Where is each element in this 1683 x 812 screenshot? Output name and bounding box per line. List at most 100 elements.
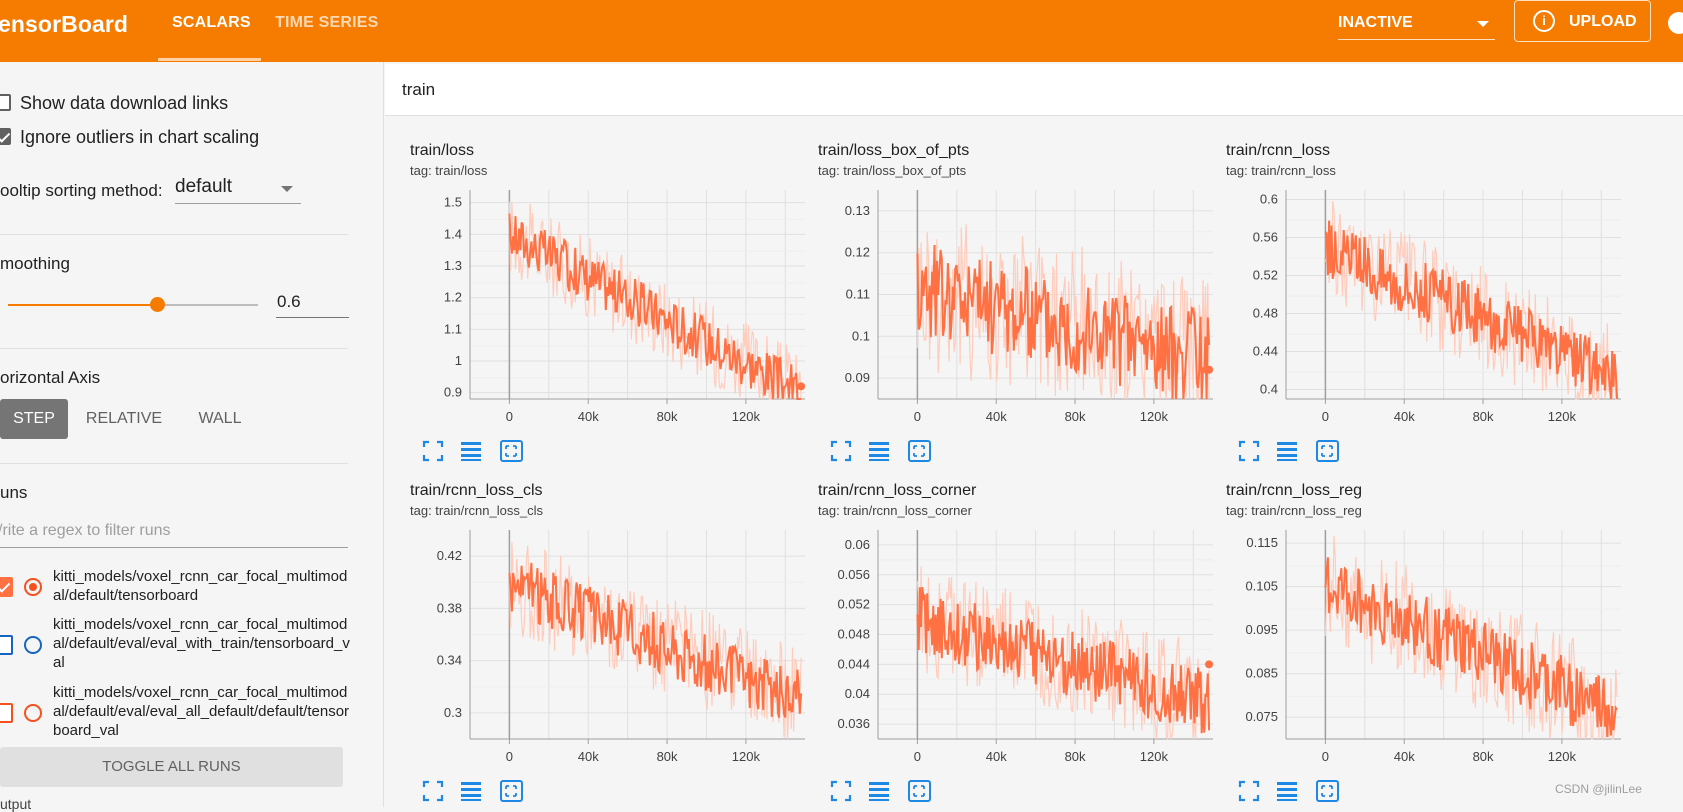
chart-plot[interactable]: 0.42 0.38 0.34 0.3 0 40k 80k 120k (410, 527, 810, 765)
chart-title: train/rcnn_loss (1226, 142, 1331, 159)
series-smoothed-line (1324, 220, 1619, 400)
chart-tag: tag: train/loss_box_of_pts (818, 163, 967, 178)
ignore-outliers-checkbox[interactable] (0, 128, 11, 145)
chart-plot[interactable]: 0.115 0.105 0.095 0.085 0.075 0 40k 80k 120k (1226, 527, 1626, 765)
chart-plot[interactable]: 0.06 0.056 0.052 0.048 0.044 0.04 0.036 0 40k 80k… (818, 527, 1218, 765)
run-checkbox[interactable] (0, 635, 13, 655)
list-icon[interactable] (1274, 779, 1300, 803)
x-tick-label: 80k (1065, 409, 1086, 424)
fit-domain-icon[interactable] (1314, 779, 1340, 803)
runs-filter-input[interactable]: /rite a regex to filter runs (0, 518, 348, 548)
run-color-radio[interactable] (24, 704, 42, 722)
plugin-select-dropdown[interactable]: INACTIVE (1338, 12, 1495, 40)
y-tick-label: 0.9 (444, 385, 462, 400)
x-tick-label: 120k (1548, 409, 1577, 424)
list-icon[interactable] (1274, 439, 1300, 463)
list-icon[interactable] (458, 779, 484, 803)
run-color-radio[interactable] (24, 578, 42, 596)
y-tick-label: 0.075 (1245, 709, 1278, 724)
x-tick-label: 120k (732, 749, 761, 764)
fullscreen-icon[interactable] (1236, 779, 1262, 803)
divider (0, 463, 348, 464)
chart-toolbar (828, 439, 948, 465)
chart-toolbar (1236, 439, 1356, 465)
x-tick-label: 80k (1473, 749, 1494, 764)
chart-toolbar (420, 779, 540, 805)
fullscreen-icon[interactable] (420, 779, 446, 803)
run-label: kitti_models/voxel_rcnn_car_focal_multim… (53, 616, 350, 671)
smoothing-input[interactable]: 0.6 (276, 284, 349, 318)
y-tick-label: 0.13 (845, 203, 870, 218)
series-smoothed-line (1324, 557, 1618, 737)
fit-domain-icon[interactable] (498, 439, 524, 463)
horizontal-axis-title: orizontal Axis (0, 368, 101, 387)
axis-relative-button[interactable]: RELATIVE (85, 410, 163, 427)
y-tick-label: 0.1 (852, 328, 870, 343)
watermark-credit: CSDN @jilinLee (1555, 782, 1642, 796)
chart-toolbar (1236, 779, 1356, 805)
chart-plot[interactable]: 0.13 0.12 0.11 0.1 0.09 0 40k 80k 120k (818, 187, 1218, 425)
gear-icon[interactable] (1668, 12, 1683, 34)
tag-group-title: train (402, 80, 436, 99)
tooltip-sorting-label: ooltip sorting method: (0, 181, 163, 200)
active-tab-indicator (158, 58, 261, 61)
sidebar: Show data download links Ignore outliers… (0, 62, 384, 812)
chart-title: train/rcnn_loss_corner (818, 482, 977, 499)
list-icon[interactable] (866, 779, 892, 803)
show-download-links-checkbox[interactable] (0, 94, 11, 111)
x-tick-label: 0 (506, 749, 513, 764)
upload-button[interactable]: i UPLOAD (1514, 0, 1651, 42)
y-tick-label: 1.1 (444, 321, 462, 336)
list-icon[interactable] (866, 439, 892, 463)
run-color-radio[interactable] (24, 636, 42, 654)
run-checkbox[interactable] (0, 703, 13, 723)
y-tick-label: 0.48 (1253, 306, 1278, 321)
series-raw-line (1324, 200, 1618, 400)
runs-filter-placeholder: /rite a regex to filter runs (0, 522, 171, 539)
list-icon[interactable] (458, 439, 484, 463)
axis-wall-button[interactable]: WALL (198, 410, 242, 427)
chart-title: train/rcnn_loss_reg (1226, 482, 1363, 499)
y-tick-label: 0.12 (845, 245, 870, 260)
upload-label: UPLOAD (1569, 13, 1637, 30)
fullscreen-icon[interactable] (828, 779, 854, 803)
fullscreen-icon[interactable] (828, 439, 854, 463)
toggle-all-runs-button[interactable]: TOGGLE ALL RUNS (0, 747, 343, 787)
fit-domain-icon[interactable] (906, 439, 932, 463)
x-tick-label: 0 (506, 409, 513, 424)
fullscreen-icon[interactable] (1236, 439, 1262, 463)
axis-step-button[interactable]: STEP (0, 399, 68, 439)
series-raw-line (508, 201, 802, 400)
x-tick-label: 80k (1065, 749, 1086, 764)
chart-tag: tag: train/rcnn_loss_corner (818, 503, 972, 518)
info-icon: i (1533, 10, 1555, 32)
chart-plot[interactable]: 1.5 1.4 1.3 1.2 1.1 1 0.9 0 40k 80k 120k (410, 187, 810, 425)
fit-domain-icon[interactable] (498, 779, 524, 803)
run-checkbox[interactable] (0, 577, 13, 597)
tab-scalars[interactable]: SCALARS (172, 14, 251, 31)
y-tick-label: 0.3 (444, 705, 462, 720)
x-tick-label: 120k (1548, 749, 1577, 764)
run-label: kitti_models/voxel_rcnn_car_focal_multim… (53, 568, 348, 604)
tag-group-header[interactable]: train (385, 64, 1683, 116)
smoothing-slider-thumb[interactable] (150, 297, 165, 312)
chart-title: train/loss (410, 142, 475, 159)
tab-time-series[interactable]: TIME SERIES (275, 14, 379, 31)
y-tick-label: 0.34 (437, 653, 462, 668)
fullscreen-icon[interactable] (420, 439, 446, 463)
tooltip-sorting-select[interactable]: default (175, 174, 301, 204)
show-download-links-label: Show data download links (20, 93, 229, 113)
y-tick-label: 0.6 (1260, 192, 1278, 207)
chart-title: train/rcnn_loss_cls (410, 482, 543, 499)
y-tick-label: 0.048 (837, 627, 870, 642)
chart-tag: tag: train/rcnn_loss_cls (410, 503, 543, 518)
x-tick-label: 0 (914, 409, 921, 424)
ignore-outliers-label: Ignore outliers in chart scaling (20, 127, 260, 147)
scalar-chart-card: train/loss_box_of_pts tag: train/loss_box… (818, 142, 1218, 472)
fit-domain-icon[interactable] (1314, 439, 1340, 463)
fit-domain-icon[interactable] (906, 779, 932, 803)
y-tick-label: 0.085 (1245, 666, 1278, 681)
chart-plot[interactable]: 0.6 0.56 0.52 0.48 0.44 0.4 0 40k 80k 120k (1226, 187, 1626, 425)
smoothing-title: moothing (0, 254, 70, 273)
scalar-chart-card: train/rcnn_loss_corner tag: train/rcnn_lo… (818, 482, 1218, 812)
